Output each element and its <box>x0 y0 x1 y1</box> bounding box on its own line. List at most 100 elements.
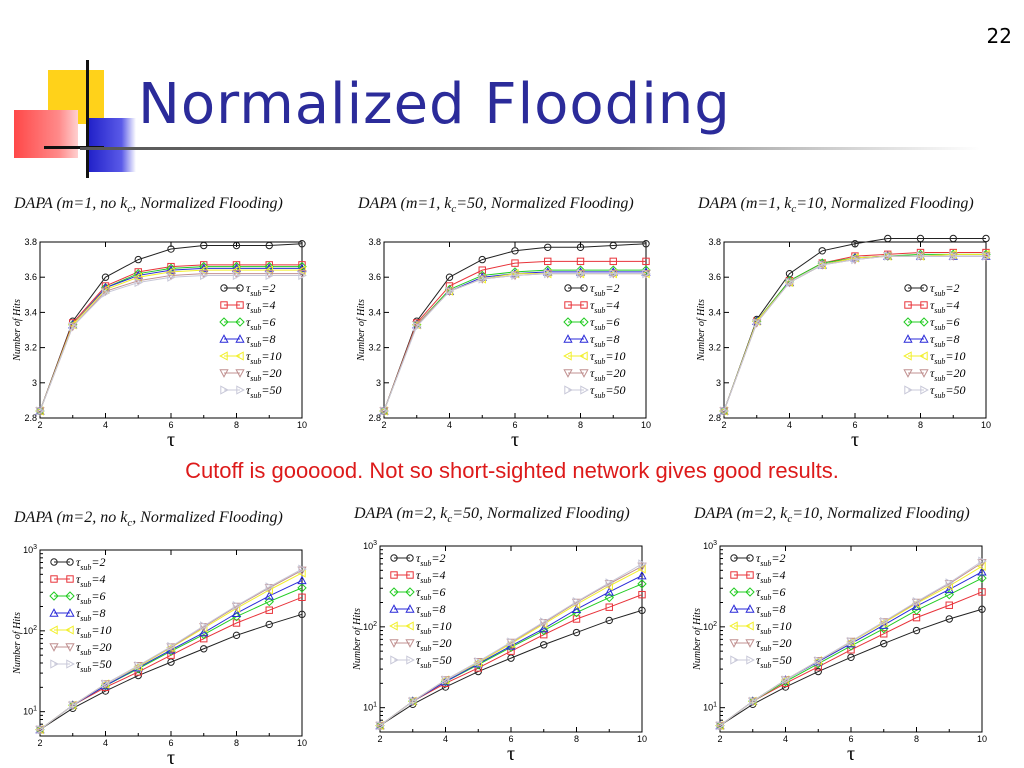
y-tick-label: 3.2 <box>24 343 37 353</box>
legend-marker <box>579 317 589 327</box>
legend-marker <box>903 317 913 327</box>
data-point <box>604 592 614 603</box>
data-point <box>638 559 647 569</box>
y-tick-label: 3 <box>32 378 37 388</box>
legend-marker <box>219 369 229 378</box>
legend-label: τsub=2 <box>930 281 960 298</box>
legend-marker <box>903 351 912 361</box>
data-point <box>540 641 548 649</box>
legend-marker <box>236 284 244 292</box>
data-point <box>167 245 175 253</box>
series-line <box>723 255 986 412</box>
legend-label: τsub=50 <box>416 653 452 670</box>
y-tick-label: 102 <box>23 625 37 636</box>
data-point <box>543 267 553 276</box>
data-point <box>507 647 515 655</box>
legend-label: τsub=20 <box>756 636 792 653</box>
series-50 <box>716 556 987 731</box>
data-point <box>576 257 585 266</box>
data-point <box>605 603 613 611</box>
data-point <box>232 270 242 281</box>
legend: τsub=2τsub=4τsub=6τsub=8τsub=10τsub=20τs… <box>219 281 282 400</box>
data-point <box>265 582 275 592</box>
data-point <box>380 406 389 416</box>
data-point <box>944 589 954 600</box>
data-point <box>847 653 855 661</box>
y-tick-label: 3.2 <box>368 343 381 353</box>
data-point <box>748 697 758 707</box>
chart-title: DAPA (m=1, kc=10, Normalized Flooding) <box>697 195 974 215</box>
data-point <box>982 251 991 261</box>
x-tick-label: 10 <box>637 734 647 744</box>
legend-marker <box>50 575 58 583</box>
data-point <box>134 661 144 671</box>
data-point <box>638 590 646 599</box>
data-point <box>35 407 45 416</box>
legend-marker <box>389 587 399 597</box>
data-point <box>847 636 856 647</box>
series-line <box>723 237 986 412</box>
data-point <box>511 270 520 281</box>
data-point <box>818 247 826 255</box>
decor-blue-square <box>88 118 136 172</box>
legend-marker <box>390 571 398 579</box>
legend-marker <box>65 625 74 635</box>
legend-marker <box>66 659 75 669</box>
data-point <box>642 269 651 279</box>
legend-marker <box>405 621 414 631</box>
legend-marker <box>220 385 229 395</box>
y-tick-label: 3.4 <box>708 307 721 317</box>
series-50 <box>36 270 307 416</box>
x-tick-label: 10 <box>981 420 991 430</box>
x-tick-label: 6 <box>848 734 853 744</box>
legend-marker <box>66 558 74 566</box>
data-point <box>68 322 78 332</box>
legend-marker <box>729 604 739 613</box>
x-tick-label: 2 <box>37 738 42 748</box>
chart-6: DAPA (m=2, kc=10, Normalized Flooding) 2 4… <box>692 505 987 765</box>
x-tick-label: 8 <box>234 420 239 430</box>
data-point <box>69 321 78 332</box>
data-point <box>36 406 45 416</box>
legend-label: τsub=4 <box>246 298 276 315</box>
legend-marker <box>579 369 589 378</box>
legend-label: τsub=8 <box>246 332 276 349</box>
chart-panel-2: DAPA (m=1, kc=50, Normalized Flooding) 2 4… <box>352 190 682 451</box>
y-tick-label: 103 <box>23 544 37 555</box>
y-tick-label: 102 <box>363 621 377 632</box>
legend-label: τsub=10 <box>756 619 792 636</box>
x-tick-label: 10 <box>297 738 307 748</box>
data-point <box>749 696 758 706</box>
data-point <box>167 658 175 666</box>
x-tick-label: 6 <box>168 420 173 430</box>
series-line <box>383 273 646 412</box>
data-point <box>297 575 307 585</box>
data-point <box>445 286 455 296</box>
legend-marker <box>65 608 75 617</box>
y-tick-label: 3.8 <box>368 237 381 247</box>
data-point <box>133 662 143 671</box>
series-line <box>379 563 643 727</box>
legend-marker <box>390 655 399 665</box>
legend-label: τsub=8 <box>590 332 620 349</box>
data-point <box>949 234 957 243</box>
data-point <box>297 263 307 273</box>
data-point <box>507 637 516 647</box>
data-point <box>379 407 389 416</box>
data-point <box>851 254 860 265</box>
data-point <box>784 278 795 288</box>
data-point <box>608 267 618 276</box>
data-point <box>200 621 209 631</box>
data-point <box>818 260 828 270</box>
data-point <box>880 639 888 648</box>
series-50 <box>36 564 307 735</box>
x-tick-label: 6 <box>168 738 173 748</box>
series-line <box>379 609 643 727</box>
legend-label: τsub=4 <box>416 568 446 585</box>
y-tick-label: 3.8 <box>708 237 721 247</box>
legend-marker <box>745 621 754 631</box>
data-point <box>264 591 274 600</box>
data-point <box>167 651 175 659</box>
data-point <box>814 656 824 666</box>
data-point <box>752 319 762 328</box>
